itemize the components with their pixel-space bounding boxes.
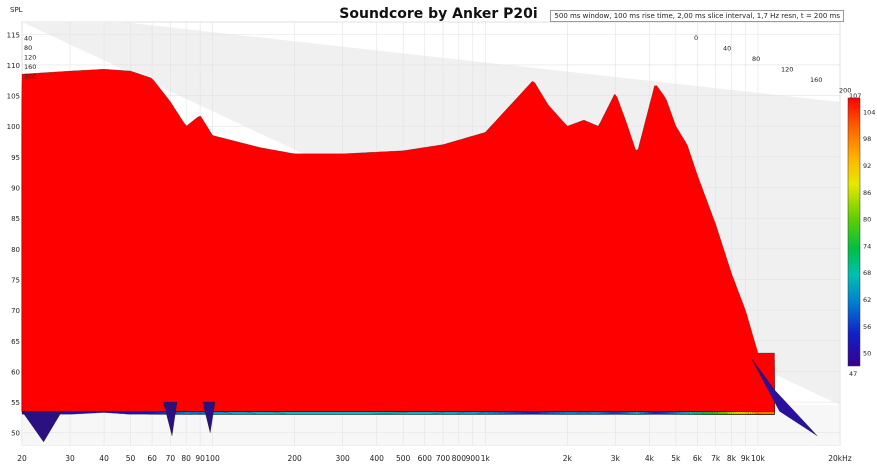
x-tick-label: 300 xyxy=(336,454,351,463)
x-tick-label: 900 xyxy=(466,454,481,463)
x-tick-label: 6k xyxy=(693,454,703,463)
y-tick-label: 50 xyxy=(11,430,20,438)
time-tick-label-right: 160 xyxy=(810,76,822,84)
colorbar-tick-label: 74 xyxy=(863,242,871,250)
x-tick-label: 60 xyxy=(147,454,157,463)
x-tick-label: 9k xyxy=(741,454,751,463)
y-tick-label: 95 xyxy=(11,154,20,162)
y-tick-label: 80 xyxy=(11,246,20,254)
hf-tail xyxy=(751,359,818,436)
y-tick-label: 105 xyxy=(7,93,20,101)
x-tick-label: 80 xyxy=(181,454,191,463)
chart-title: Soundcore by Anker P20i xyxy=(339,6,538,22)
colorbar-tick-label: 92 xyxy=(863,162,871,170)
x-tick-label: 5k xyxy=(671,454,681,463)
colorbar xyxy=(847,97,861,367)
x-tick-label: 20 xyxy=(17,454,27,463)
waterfall-slice xyxy=(21,69,775,412)
x-tick-label: 8k xyxy=(727,454,737,463)
x-tick-label: 800 xyxy=(452,454,467,463)
colorbar-tick-label: 80 xyxy=(863,216,871,224)
x-tick-label: 20kHz xyxy=(828,454,852,463)
x-tick-label: 2k xyxy=(563,454,573,463)
x-tick-label: 400 xyxy=(370,454,385,463)
x-tick-label: 30 xyxy=(65,454,75,463)
lf-notch xyxy=(163,401,178,436)
y-tick-label: 90 xyxy=(11,185,20,193)
x-tick-label: 7k xyxy=(711,454,721,463)
floor-panel xyxy=(22,405,840,445)
y-tick-label: 70 xyxy=(11,307,20,315)
colorbar-tick-label: 98 xyxy=(863,135,871,143)
colorbar-tick-label: 107 xyxy=(849,92,861,100)
colorbar-tick-label: 56 xyxy=(863,323,871,331)
lf-notch xyxy=(21,411,63,443)
time-tick-label-right: 40 xyxy=(723,45,731,53)
x-tick-label: 700 xyxy=(436,454,451,463)
x-tick-label: 3k xyxy=(611,454,621,463)
lf-notch xyxy=(202,401,216,433)
colorbar-tick-label: 47 xyxy=(849,370,857,378)
time-tick-label-right: 80 xyxy=(752,55,760,63)
time-tick-label-left: 120 xyxy=(24,53,36,61)
x-tick-label: 1k xyxy=(481,454,491,463)
y-tick-label: 65 xyxy=(11,338,20,346)
time-tick-label-left: 80 xyxy=(24,44,32,52)
y-tick-label: 75 xyxy=(11,276,20,284)
colorbar-tick-label: 104 xyxy=(863,108,875,116)
y-tick-label: 100 xyxy=(7,123,20,131)
time-tick-label-right: 0 xyxy=(694,34,698,42)
analysis-parameters: 500 ms window, 100 ms rise time, 2,00 ms… xyxy=(550,10,844,22)
x-tick-label: 600 xyxy=(418,454,433,463)
time-tick-label-right: 200 xyxy=(839,87,851,95)
time-tick-label-left: 40 xyxy=(24,34,32,42)
y-tick-label: 55 xyxy=(11,399,20,407)
y-tick-label: 85 xyxy=(11,215,20,223)
x-tick-label: 500 xyxy=(396,454,411,463)
y-axis-label: SPL xyxy=(10,6,23,14)
x-tick-label: 200 xyxy=(288,454,303,463)
x-tick-label: 4k xyxy=(645,454,655,463)
colorbar-tick-label: 86 xyxy=(863,189,871,197)
y-tick-label: 115 xyxy=(7,31,20,39)
x-tick-label: 70 xyxy=(166,454,176,463)
x-tick-label: 50 xyxy=(126,454,136,463)
x-tick-label: 90 xyxy=(195,454,205,463)
time-tick-label-left: 160 xyxy=(24,63,36,71)
x-tick-label: 100 xyxy=(205,454,220,463)
y-tick-label: 110 xyxy=(7,62,20,70)
colorbar-tick-label: 50 xyxy=(863,350,871,358)
time-tick-label-left: 200 xyxy=(24,72,36,80)
x-tick-label: 40 xyxy=(99,454,109,463)
x-tick-label: 10k xyxy=(751,454,766,463)
y-tick-label: 60 xyxy=(11,368,20,376)
colorbar-tick-label: 62 xyxy=(863,296,871,304)
time-tick-label-right: 120 xyxy=(781,66,793,74)
colorbar-tick-label: 68 xyxy=(863,269,871,277)
